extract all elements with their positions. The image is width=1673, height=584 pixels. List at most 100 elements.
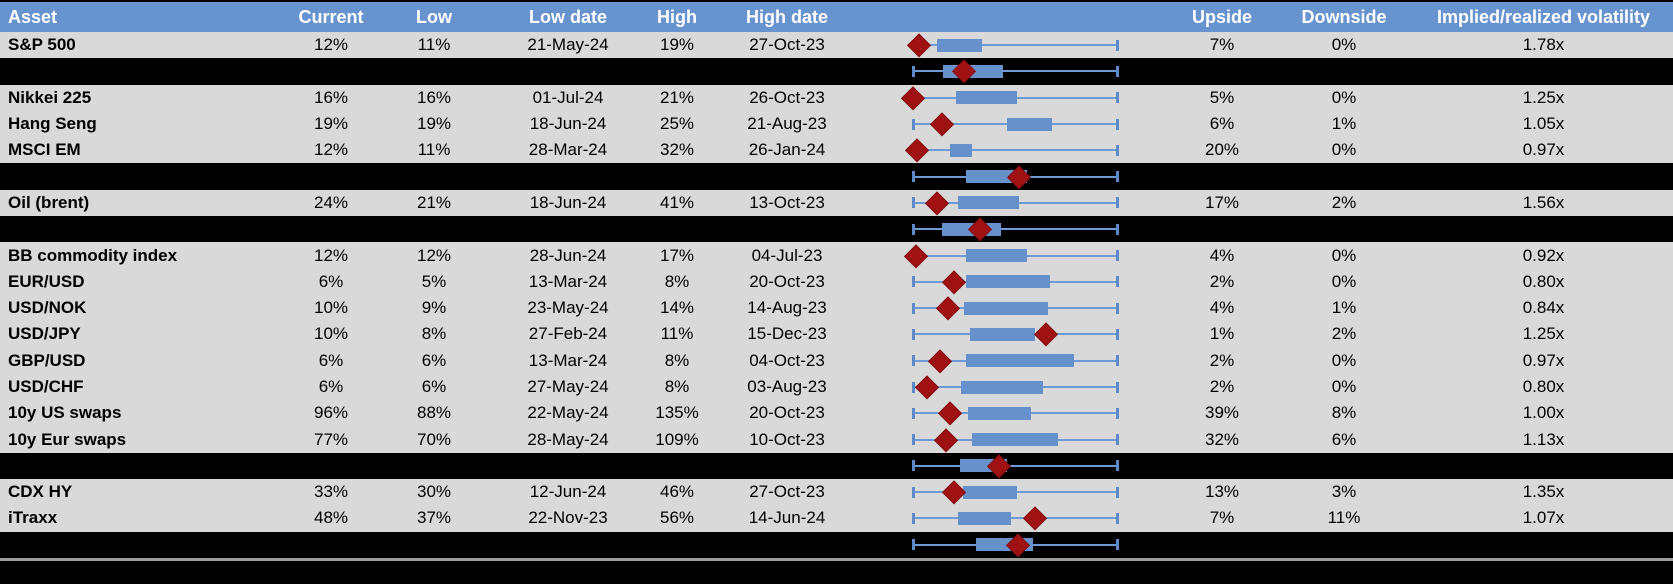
- high-cell: 32%: [659, 140, 695, 160]
- current-cell: 12%: [313, 245, 349, 265]
- asset-cell: USD/JPY: [8, 324, 81, 344]
- implied-realized-volatility-cell: 1.07x: [1522, 508, 1565, 528]
- range-chart-cell: [860, 269, 1170, 295]
- range-box: [960, 380, 1043, 394]
- implied-realized-volatility-cell: 0.97x: [1522, 350, 1565, 370]
- asset-row: MSCI EM 12% 11% 28-Mar-24 32% 26-Jan-24 20% 0% 0…: [0, 137, 1673, 164]
- current-cell: 12%: [313, 140, 349, 160]
- whisker-line: [913, 149, 1117, 152]
- range-box: [957, 196, 1020, 210]
- low-cell: 70%: [416, 429, 452, 449]
- whisker-cap-right: [1116, 276, 1119, 288]
- asset-row: S&P 500 12% 11% 21-May-24 19% 27-Oct-23 7% 0% 1.…: [0, 32, 1673, 59]
- upside-cell: 2%: [1209, 271, 1235, 291]
- low-cell: 5%: [421, 271, 447, 291]
- low-date-cell: 28-Mar-24: [528, 140, 608, 160]
- boxplot: [912, 216, 1119, 242]
- downside-cell: 2%: [1331, 192, 1357, 212]
- whisker-cap-left: [912, 223, 915, 235]
- boxplot: [912, 532, 1119, 558]
- upside-cell: 2%: [1209, 377, 1235, 396]
- boxplot: [912, 163, 1119, 189]
- whisker-cap-right: [1116, 171, 1119, 183]
- upside-cell: 20%: [1204, 140, 1240, 160]
- asset-cell: iTraxx: [8, 508, 58, 528]
- whisker-cap-left: [912, 302, 915, 314]
- asset-cell: USD/NOK: [8, 298, 87, 318]
- implied-realized-volatility-cell: 1.25x: [1522, 324, 1565, 344]
- range-box: [966, 354, 1075, 368]
- downside-cell: 0%: [1331, 87, 1357, 107]
- current-cell: 19%: [313, 114, 349, 134]
- group-summary-row: [0, 452, 1673, 480]
- diamond-marker-icon: [952, 59, 976, 84]
- whisker-cap-right: [1116, 434, 1119, 446]
- column-header-range-chart: [860, 2, 1170, 32]
- asset-row: USD/JPY 10% 8% 27-Feb-24 11% 15-Dec-23 1% 2% 1.2…: [0, 321, 1673, 348]
- bottom-divider-line: [0, 557, 1673, 561]
- asset-cell: GBP/USD: [8, 350, 86, 370]
- high-cell: 17%: [659, 245, 695, 265]
- whisker-line: [913, 517, 1117, 520]
- implied-realized-volatility-cell: 0.97x: [1522, 140, 1565, 160]
- top-border: [0, 0, 1673, 2]
- low-date-cell: 18-Jun-24: [529, 114, 607, 134]
- low-date-cell: 23-May-24: [527, 298, 609, 318]
- whisker-line: [913, 70, 1117, 73]
- diamond-marker-icon: [905, 138, 929, 162]
- asset-cell: S&P 500: [8, 35, 76, 55]
- current-cell: 24%: [313, 192, 349, 212]
- group-summary-row: [0, 163, 1673, 190]
- high-date-cell: 04-Oct-23: [749, 350, 825, 370]
- low-cell: 12%: [416, 245, 452, 265]
- boxplot: [912, 321, 1119, 347]
- asset-row: EUR/USD 6% 5% 13-Mar-24 8% 20-Oct-23 2% 0% 0.80x: [0, 268, 1673, 295]
- range-chart-cell: [860, 137, 1170, 163]
- implied-realized-volatility-cell: 0.84x: [1522, 298, 1565, 318]
- column-header-current: Current: [298, 6, 364, 27]
- diamond-marker-icon: [929, 112, 954, 136]
- upside-cell: 7%: [1209, 35, 1235, 55]
- implied-realized-volatility-cell: 1.05x: [1522, 114, 1565, 134]
- range-chart-cell: [860, 321, 1170, 347]
- high-cell: 25%: [659, 114, 695, 134]
- asset-cell: 10y Eur swaps: [8, 429, 127, 449]
- high-cell: 56%: [659, 508, 695, 528]
- low-date-cell: 13-Mar-24: [528, 350, 608, 370]
- high-date-cell: 04-Jul-23: [751, 245, 823, 265]
- whisker-cap-left: [912, 460, 915, 472]
- asset-cell: Nikkei 225: [8, 87, 92, 107]
- bottom-black-band: [0, 560, 1673, 584]
- range-box: [968, 406, 1032, 420]
- whisker-cap-right: [1116, 460, 1119, 472]
- low-date-cell: 01-Jul-24: [532, 87, 604, 107]
- boxplot: [912, 295, 1119, 321]
- column-header-high-date: High date: [745, 6, 828, 27]
- boxplot: [912, 58, 1119, 84]
- table-body: S&P 500 12% 11% 21-May-24 19% 27-Oct-23 7% 0% 1.…: [0, 32, 1673, 558]
- asset-cell: USD/CHF: [8, 377, 84, 396]
- downside-cell: 0%: [1331, 35, 1357, 55]
- range-chart-cell: [860, 453, 1170, 479]
- range-chart-cell: [860, 295, 1170, 321]
- range-chart-cell: [860, 479, 1170, 505]
- boxplot: [905, 137, 1119, 163]
- low-cell: 11%: [417, 35, 451, 55]
- diamond-marker-icon: [942, 270, 966, 294]
- high-date-cell: 21-Aug-23: [747, 114, 827, 134]
- whisker-cap-left: [912, 407, 915, 419]
- current-cell: 10%: [313, 324, 349, 344]
- downside-cell: 6%: [1331, 429, 1357, 449]
- downside-cell: 0%: [1331, 271, 1357, 291]
- high-cell: 109%: [655, 429, 699, 449]
- header-row: Asset Current Low Low date High High dat…: [0, 2, 1673, 32]
- high-cell: 41%: [659, 192, 695, 212]
- whisker-cap-left: [912, 171, 915, 183]
- low-date-cell: 27-May-24: [527, 377, 609, 396]
- upside-cell: 5%: [1209, 87, 1235, 107]
- diamond-marker-icon: [987, 454, 1011, 478]
- column-header-implied-realized-volatility: Implied/realized volatility: [1436, 6, 1651, 27]
- column-header-low: Low: [416, 6, 452, 27]
- downside-cell: 0%: [1331, 140, 1357, 160]
- range-chart-cell: [860, 163, 1170, 189]
